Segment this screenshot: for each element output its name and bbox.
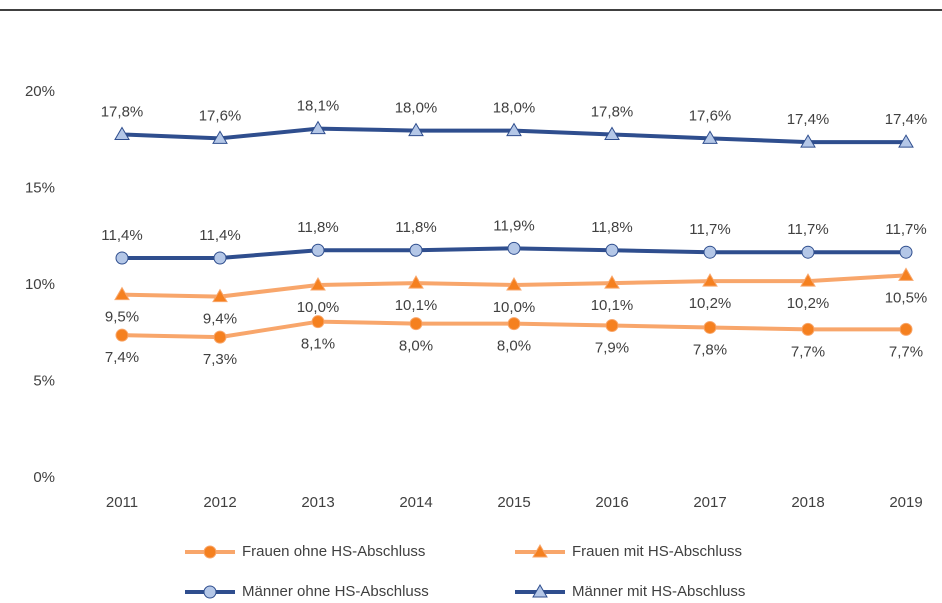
legend-marker: [532, 584, 548, 598]
data-point: [408, 122, 424, 137]
data-label: 8,0%: [399, 338, 433, 355]
data-label: 11,8%: [395, 219, 436, 236]
data-label: 11,4%: [101, 227, 142, 244]
data-point: [409, 317, 423, 331]
data-point: [311, 315, 325, 329]
data-label: 17,4%: [885, 111, 928, 128]
data-point: [310, 277, 326, 291]
legend-label: Männer mit HS-Abschluss: [572, 583, 745, 600]
data-point: [409, 243, 423, 257]
data-label: 11,8%: [591, 219, 632, 236]
x-tick-label: 2016: [595, 494, 628, 511]
data-point: [801, 322, 815, 336]
y-tick-label: 15%: [25, 179, 55, 196]
data-point: [506, 277, 522, 291]
data-point: [899, 322, 913, 336]
data-point: [800, 134, 816, 148]
data-point: [801, 245, 815, 259]
legend-marker: [203, 545, 217, 559]
data-label: 11,7%: [885, 221, 926, 238]
data-point: [898, 134, 914, 148]
legend-label: Frauen ohne HS-Abschluss: [242, 543, 425, 560]
x-tick-label: 2014: [399, 494, 432, 511]
data-label: 11,4%: [199, 227, 240, 244]
data-point: [507, 241, 521, 255]
data-label: 10,5%: [885, 289, 928, 306]
data-point: [114, 286, 130, 301]
data-point: [604, 126, 620, 140]
data-point: [604, 275, 620, 289]
y-tick-label: 5%: [33, 372, 55, 389]
data-point: [310, 120, 326, 135]
data-point: [212, 288, 228, 303]
data-point: [115, 251, 129, 265]
data-label: 11,7%: [787, 221, 828, 238]
y-tick-label: 20%: [25, 83, 55, 100]
x-tick-label: 2013: [301, 494, 334, 511]
x-tick-label: 2012: [203, 494, 236, 511]
data-label: 7,7%: [791, 343, 825, 360]
legend-label: Männer ohne HS-Abschluss: [242, 583, 429, 600]
legend-marker: [203, 585, 217, 599]
data-point: [703, 245, 717, 259]
data-label: 17,4%: [787, 111, 830, 128]
data-label: 17,6%: [689, 107, 732, 124]
data-point: [213, 251, 227, 265]
data-point: [899, 245, 913, 259]
data-point: [800, 273, 816, 287]
data-label: 8,0%: [497, 338, 531, 355]
data-label: 9,5%: [105, 309, 139, 326]
data-label: 17,8%: [591, 103, 634, 120]
data-point: [212, 130, 228, 144]
data-label: 17,8%: [101, 103, 144, 120]
data-point: [605, 319, 619, 333]
data-point: [507, 317, 521, 331]
data-point: [311, 243, 325, 257]
data-point: [213, 330, 227, 344]
x-tick-label: 2015: [497, 494, 530, 511]
data-label: 8,1%: [301, 336, 335, 353]
data-label: 7,3%: [203, 351, 237, 368]
data-label: 18,1%: [297, 98, 340, 115]
data-label: 10,2%: [689, 295, 732, 312]
y-tick-label: 0%: [33, 469, 55, 486]
x-tick-label: 2011: [106, 494, 138, 511]
x-tick-label: 2019: [889, 494, 922, 511]
data-label: 11,8%: [297, 219, 338, 236]
data-label: 18,0%: [395, 100, 438, 117]
data-label: 7,8%: [693, 341, 727, 358]
x-tick-label: 2017: [693, 494, 726, 511]
y-tick-label: 10%: [25, 276, 55, 293]
data-label: 18,0%: [493, 100, 536, 117]
data-point: [702, 130, 718, 144]
data-point: [703, 320, 717, 334]
data-label: 7,4%: [105, 349, 139, 366]
data-point: [898, 267, 914, 281]
data-label: 17,6%: [199, 107, 242, 124]
data-point: [506, 122, 522, 137]
data-point: [702, 273, 718, 287]
data-label: 7,9%: [595, 339, 629, 356]
legend-label: Frauen mit HS-Abschluss: [572, 543, 742, 560]
data-label: 10,0%: [297, 299, 340, 316]
data-point: [408, 275, 424, 289]
x-tick-label: 2018: [791, 494, 824, 511]
data-label: 7,7%: [889, 343, 923, 360]
data-label: 10,2%: [787, 295, 830, 312]
data-label: 10,1%: [395, 297, 438, 314]
data-label: 10,0%: [493, 299, 536, 316]
legend-marker: [532, 544, 548, 558]
data-point: [115, 328, 129, 342]
data-label: 11,7%: [689, 221, 730, 238]
data-label: 11,9%: [493, 217, 534, 234]
data-point: [114, 126, 130, 140]
data-label: 9,4%: [203, 311, 237, 328]
data-label: 10,1%: [591, 297, 634, 314]
data-point: [605, 243, 619, 257]
